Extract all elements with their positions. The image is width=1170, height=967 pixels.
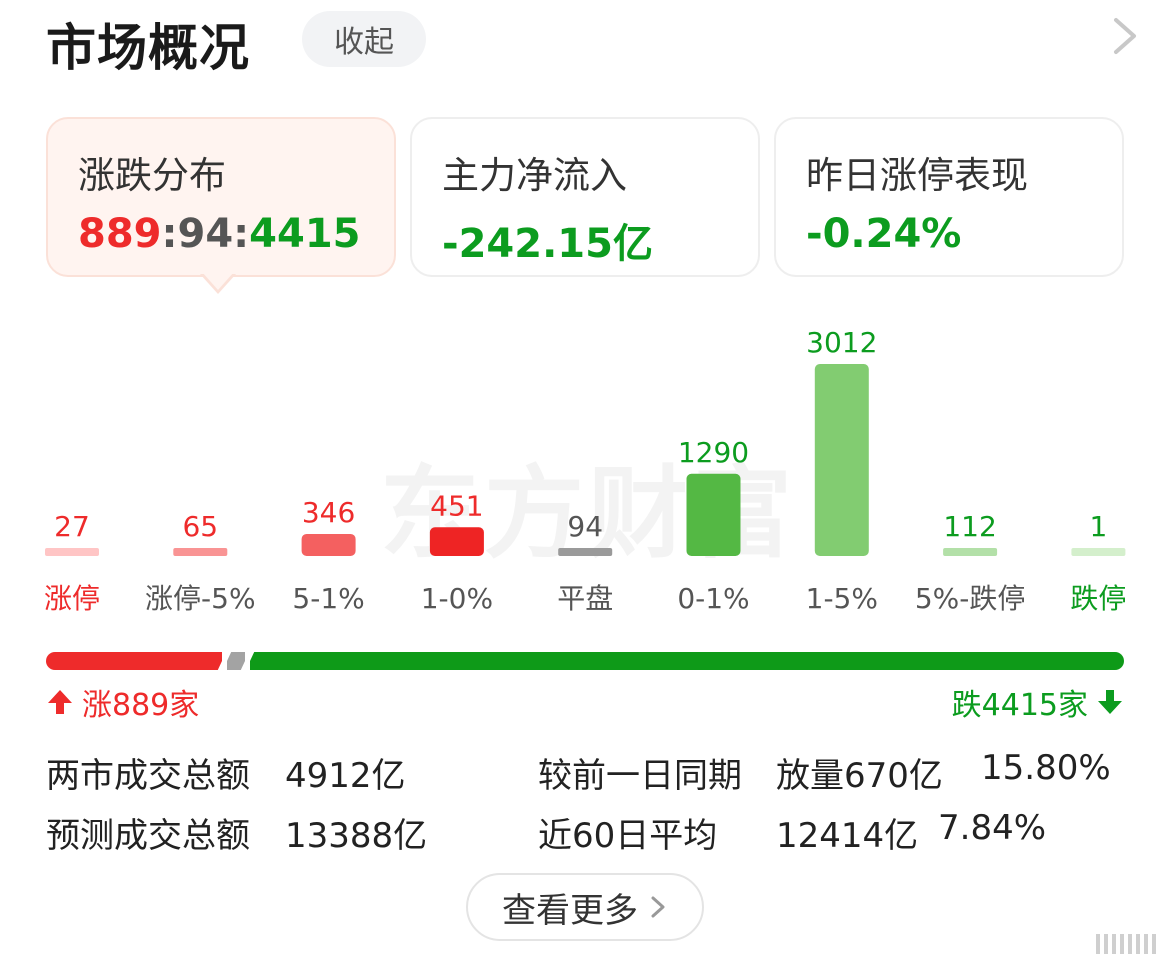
ratio-bar-flat [226,652,246,670]
card-label: 涨跌分布 [78,154,226,197]
chart-value-label: 1290 [678,436,749,469]
card-main-net-inflow[interactable]: 主力净流入 -242.15亿 [410,117,760,277]
chart-category-label: 5-1% [292,582,364,615]
limit-up-performance-value: -0.24% [806,211,962,257]
compare-percent: 15.80% [981,748,1111,788]
up-count-label: 涨889家 [82,688,200,723]
chart-value-label: 346 [302,496,355,529]
rise-fall-ratio-bar [46,652,1124,670]
chart-bar [301,533,356,556]
arrow-down-icon [1098,690,1122,714]
total-volume-value: 4912亿 [285,756,406,796]
chevron-right-icon[interactable] [1108,14,1144,58]
corner-mark [1096,934,1156,954]
collapse-button[interactable]: 收起 [302,11,426,67]
chevron-right-icon [651,896,665,918]
card-yesterday-limit-up[interactable]: 昨日涨停表现 -0.24% [774,117,1124,277]
forecast-volume-value: 13388亿 [285,816,428,856]
chart-category-label: 0-1% [677,582,749,615]
fall-count: 4415 [249,211,361,257]
avg60-percent: 7.84% [938,808,1047,848]
ratio-separator: : [161,211,178,257]
chart-category-label: 1-5% [806,582,878,615]
card-rise-fall-distribution[interactable]: 涨跌分布 889:94:4415 [46,117,396,277]
net-inflow-value: -242.15亿 [442,221,653,267]
chart-bar [943,548,998,556]
view-more-label: 查看更多 [502,890,638,931]
chart-value-label: 94 [567,510,603,543]
page-title: 市场概况 [46,19,250,77]
chart-category-label: 平盘 [557,582,613,615]
ratio-bar-down [250,652,1124,670]
chart-value-label: 27 [54,510,90,543]
forecast-volume-label: 预测成交总额 [46,816,250,856]
chart-bar [173,548,228,556]
ratio-separator: : [233,211,250,257]
compare-label: 较前一日同期 [538,756,742,796]
view-more-button[interactable]: 查看更多 [466,873,704,941]
chart-category-label: 涨停 [44,582,100,615]
down-count-label: 跌4415家 [951,688,1088,723]
chart-bar [1071,548,1126,556]
up-count: 涨889家 [46,680,199,724]
ratio-bar-up [46,652,222,670]
chart-category-label: 1-0% [421,582,493,615]
chart-bar [45,548,99,556]
total-volume-label: 两市成交总额 [46,756,250,796]
arrow-up-icon [48,690,72,714]
down-count: 跌4415家 [952,680,1124,724]
flat-count: 94 [177,211,234,257]
chart-value-label: 3012 [806,326,877,359]
chart-bar [814,364,869,556]
card-pointer [202,272,234,290]
chart-value-label: 1 [1089,510,1107,543]
card-label: 昨日涨停表现 [806,154,1028,197]
chart-bar [686,473,741,556]
chart-bar [558,548,613,556]
chart-value-label: 451 [430,489,483,522]
chart-category-label: 5%-跌停 [915,582,1026,615]
rise-fall-bar-chart: 27 涨停 65 涨停-5% 346 5-1% 451 1-0% 94 平盘 1290 0-1% 301… [44,326,1126,615]
chart-category-label: 涨停-5% [145,582,256,615]
avg60-label: 近60日平均 [538,816,718,856]
chart-value-label: 112 [943,510,996,543]
chart-category-label: 跌停 [1070,582,1126,615]
chart-bar [429,527,484,556]
rise-fall-ratio: 889:94:4415 [78,211,361,257]
avg60-value: 12414亿 [776,816,919,856]
card-label: 主力净流入 [442,154,627,197]
rise-count: 889 [78,211,162,257]
compare-change: 放量670亿 [776,756,943,796]
chart-value-label: 65 [182,510,218,543]
